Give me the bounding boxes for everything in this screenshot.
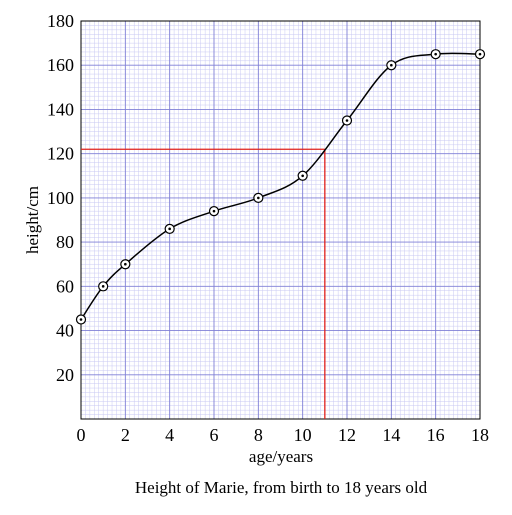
x-tick-label: 4 [165,425,174,445]
x-tick-label: 8 [254,425,263,445]
y-tick-label: 60 [56,276,74,296]
data-point [253,192,264,203]
x-tick-label: 12 [338,425,356,445]
x-tick-label: 10 [294,425,312,445]
grid-minor-lines [81,21,480,419]
grid-major-lines [81,21,480,419]
data-point [474,49,486,60]
data-point-dot [345,119,349,122]
data-point [120,259,131,270]
data-point [75,314,87,325]
data-point-dot [124,262,127,266]
x-tick-label: 0 [77,425,86,445]
x-tick-label: 6 [210,425,219,445]
data-point-dot [101,285,105,288]
data-point-dot [301,174,304,178]
x-axis-ticks: 0 2 4 6 8 10 12 14 16 18 [77,425,490,445]
data-point [341,115,353,126]
data-point [208,206,220,217]
data-point-dot [168,227,171,231]
x-tick-label: 18 [471,425,489,445]
data-point-dot [79,318,83,321]
data-point-dot [257,196,260,200]
x-tick-label: 14 [382,425,400,445]
data-point [430,49,441,60]
y-tick-label: 120 [47,144,74,164]
y-axis-ticks: 20 40 60 80 100 120 140 160 180 [47,11,74,385]
plot-frame [80,20,481,420]
data-point [164,223,175,234]
y-axis-title: height/cm [23,186,42,254]
reading-lines [81,148,326,419]
data-point-dot [212,209,216,213]
x-tick-label: 16 [427,425,445,445]
y-tick-label: 20 [56,365,74,385]
x-tick-label: 2 [121,425,130,445]
data-point-dot [434,52,437,56]
data-point-dot [478,52,482,56]
y-tick-label: 180 [47,11,74,31]
data-point [98,281,109,292]
data-points [75,49,486,325]
y-tick-label: 100 [47,188,74,208]
y-tick-label: 80 [56,232,74,252]
y-tick-label: 160 [47,55,74,75]
data-point [386,60,397,71]
data-point-dot [390,63,393,67]
y-tick-label: 140 [47,99,74,119]
y-tick-label: 40 [56,321,74,341]
chart-caption: Height of Marie, from birth to 18 years … [135,478,428,497]
x-axis-title: age/years [249,447,313,466]
data-point [297,170,308,181]
